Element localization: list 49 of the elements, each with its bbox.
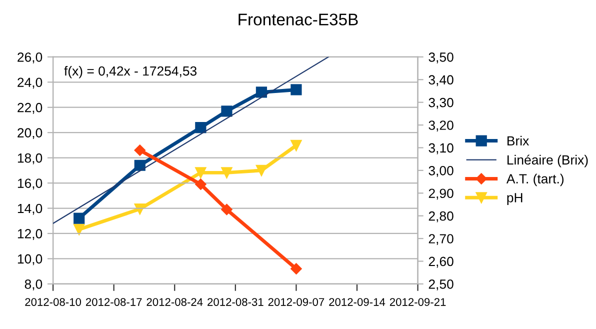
y-tick-label: 26,0 [18,52,42,64]
y-tick-label: 24,0 [18,78,42,89]
x-tick-label: 2012-09-07 [268,298,324,306]
y-tick-label: 22,0 [18,102,42,114]
y-tick-label: 14,0 [18,204,42,215]
y-tick-label: 12,0 [18,229,42,240]
point [195,122,206,134]
point [256,86,268,98]
point [134,160,146,171]
y-tick-label: 16,0 [18,178,42,190]
annotation: f(x) = 0,42x - 17254,53 [64,66,197,78]
point [290,140,302,152]
point [290,84,302,96]
y2-tick-label: 2,70 [428,234,454,245]
x-tick-label: 2012-08-31 [208,298,264,306]
point [74,224,85,235]
y2-tick-label: 2,50 [428,279,454,290]
point [221,204,232,216]
y2-tick-label: 2,90 [428,188,454,200]
y-tick-label: 10,0 [18,254,42,266]
y-tick-label: 20,0 [18,128,42,140]
y-tick-label: 18,0 [18,153,42,164]
point [221,106,232,117]
x-tick-label: 2012-09-21 [390,298,446,306]
x-tick-label: 2012-08-10 [25,298,82,306]
point [256,164,268,176]
y2-tick-label: 3,00 [428,166,454,177]
chart-title: Frontenac-E35B [238,14,358,26]
legend-label: Linéaire (Brix) [508,154,588,168]
y-tick-label: 8,0 [24,279,42,290]
y2-tick-label: 3,50 [428,52,454,64]
point [221,167,232,178]
x-tick-label: 2012-08-17 [86,298,142,306]
legend-label: pH [507,193,522,205]
y2-tick-label: 3,10 [428,143,454,154]
legend-label: Brix [508,136,530,146]
y2-tick-label: 3,20 [428,120,454,132]
x-tick-label: 2012-09-14 [329,298,386,306]
point [74,212,85,224]
point [195,167,206,178]
x-tick-label: 2012-08-24 [146,298,203,306]
legend-label: A.T. (tart.) [506,174,564,186]
point [134,144,146,156]
y2-tick-label: 3,30 [428,98,454,109]
y2-tick-label: 3,40 [428,75,454,86]
point [195,178,206,190]
y2-tick-label: 2,60 [428,256,454,268]
point [290,263,302,274]
y2-tick-label: 2,80 [428,211,454,222]
